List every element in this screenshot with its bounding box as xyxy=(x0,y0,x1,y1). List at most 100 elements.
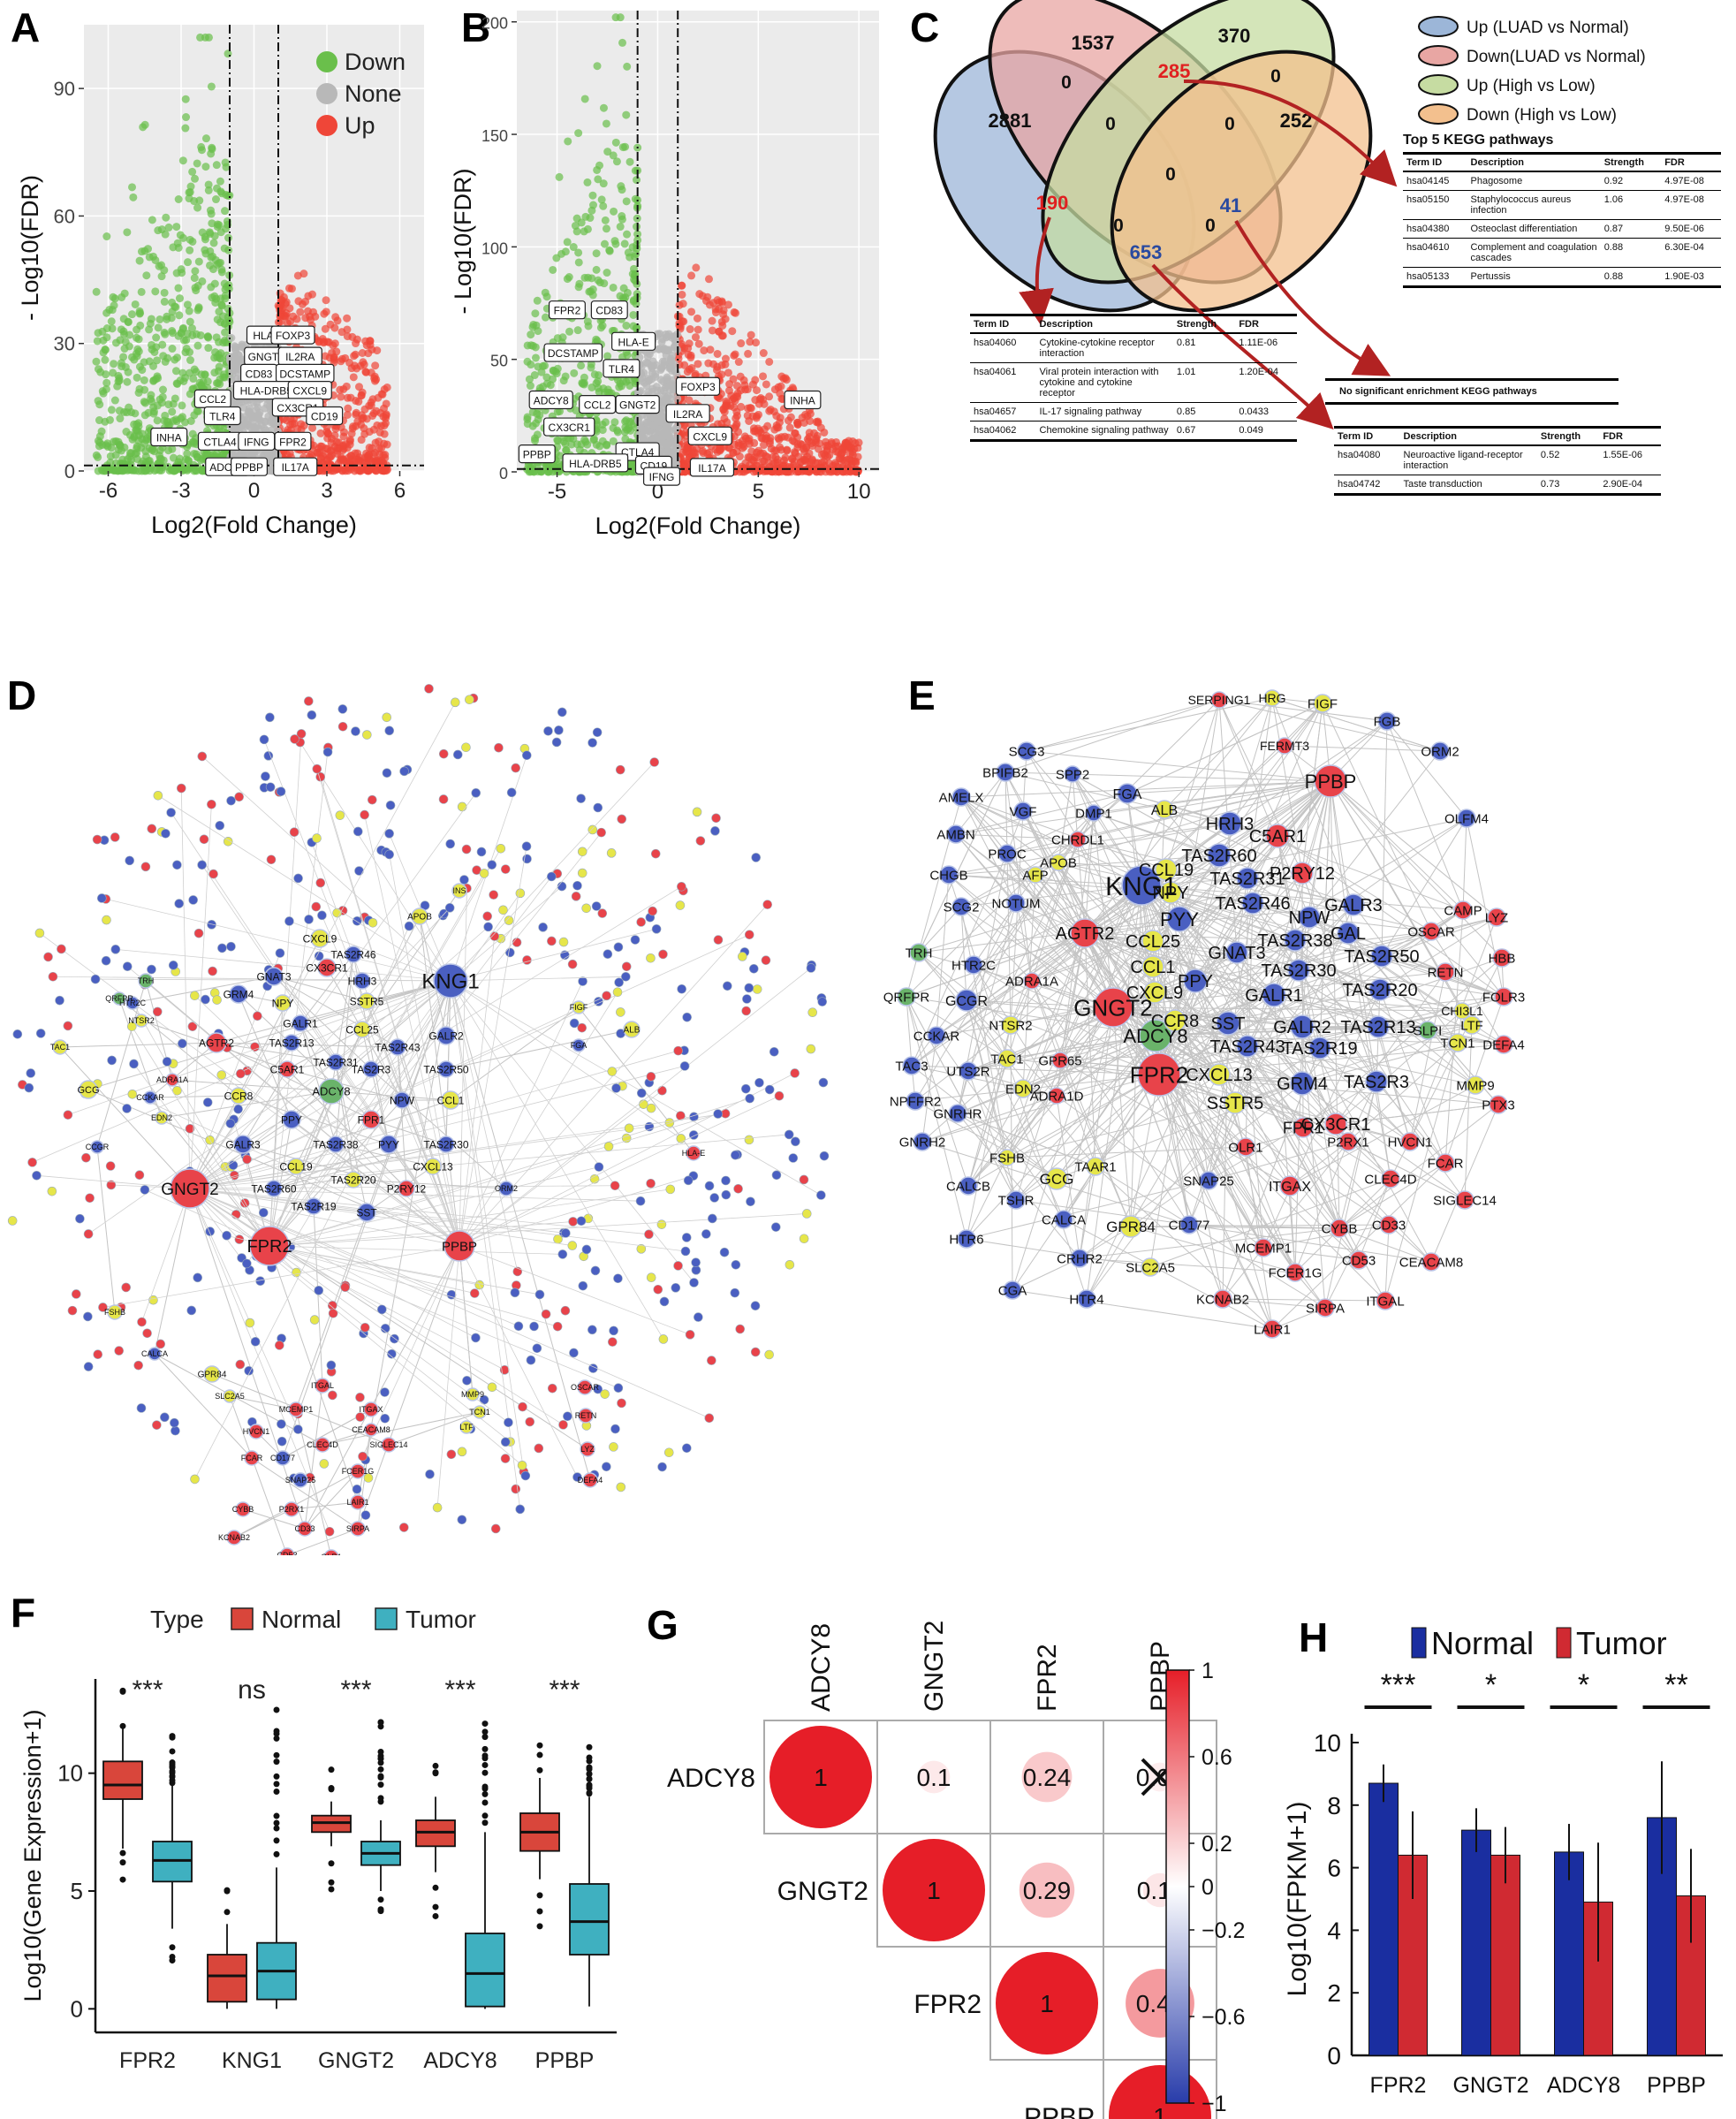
network-node-small xyxy=(110,832,120,842)
network-node-small xyxy=(178,1038,187,1049)
point-down xyxy=(136,321,145,330)
network-node-small xyxy=(504,1417,513,1428)
point-down xyxy=(120,345,129,353)
network-node-small xyxy=(140,1185,150,1195)
point-down xyxy=(116,414,125,423)
point-down xyxy=(123,228,132,237)
network-node-small xyxy=(242,1154,252,1165)
point-down xyxy=(153,372,162,381)
network-node-small xyxy=(762,900,773,909)
point-down xyxy=(107,406,116,414)
point-up xyxy=(292,315,301,323)
point-up xyxy=(371,361,380,370)
point-down xyxy=(204,186,213,194)
point-down xyxy=(163,312,171,321)
point-down xyxy=(160,288,169,297)
point-up xyxy=(374,456,383,465)
kegg-cell: hsa04742 xyxy=(1334,475,1400,496)
network-node-small xyxy=(538,923,548,932)
point-down xyxy=(189,375,198,384)
network-node-small xyxy=(664,1118,675,1128)
network-node-small xyxy=(55,995,64,1006)
x-tick-label: 0 xyxy=(248,479,260,503)
network-node-small xyxy=(43,952,53,962)
point-down xyxy=(191,174,200,183)
point-up xyxy=(276,317,284,326)
network-node-small xyxy=(438,794,449,804)
kegg-cell: 0.52 xyxy=(1536,445,1600,475)
network-node-small xyxy=(450,697,460,708)
network-node-small xyxy=(457,1515,467,1525)
network-node-small xyxy=(293,1424,303,1434)
network-node-small xyxy=(384,725,395,736)
network-node-small xyxy=(276,786,286,797)
network-node-label: GALR3 xyxy=(225,1138,261,1151)
network-node-small xyxy=(360,1510,371,1520)
network-node-small xyxy=(212,995,222,1005)
network-node-small xyxy=(208,966,217,976)
panel-label-b: B xyxy=(461,4,491,50)
gene-label-text: IL17A xyxy=(282,461,309,474)
network-edge xyxy=(459,968,812,1247)
venn-legend-marker xyxy=(1418,74,1459,95)
network-node-small xyxy=(731,1260,741,1270)
network-node-small xyxy=(563,1411,572,1422)
point-down xyxy=(137,287,146,296)
point-down xyxy=(131,300,140,308)
network-node-small xyxy=(27,1158,37,1167)
network-node-small xyxy=(532,1343,542,1354)
network-node-small xyxy=(110,945,121,954)
network-node-small xyxy=(133,1360,143,1371)
network-node-label: GALR1 xyxy=(283,1017,318,1029)
network-node-small xyxy=(193,928,204,938)
point-down xyxy=(216,177,224,186)
kegg-row: hsa04610 Complement and coagulation casca… xyxy=(1403,238,1721,268)
point-down xyxy=(102,378,111,387)
gene-label-text: GNGT2 xyxy=(248,351,285,363)
kegg-cell: hsa04145 xyxy=(1403,171,1467,191)
point-up xyxy=(327,446,336,455)
point-down xyxy=(217,268,226,277)
point-down xyxy=(110,360,118,368)
point-up xyxy=(330,339,339,348)
network-node-small xyxy=(153,790,163,801)
venn-legend-label: Down (High vs Low) xyxy=(1467,106,1617,125)
network-node-small xyxy=(236,1068,246,1079)
network-node-small xyxy=(504,947,515,958)
network-node-small xyxy=(380,1387,390,1397)
kegg-cell: 0.67 xyxy=(1172,421,1236,442)
network-node-small xyxy=(547,1383,557,1394)
network-node-small xyxy=(26,1068,36,1078)
network-node-small xyxy=(752,984,762,994)
point-down xyxy=(212,161,221,170)
kegg-right-table: Term ID Description Strength FDR hsa0408… xyxy=(1334,426,1661,496)
point-down xyxy=(162,213,171,222)
kegg-cell: Osteoclast differentiation xyxy=(1467,219,1601,239)
network-node-small xyxy=(616,1482,626,1492)
network-node-small xyxy=(461,844,472,854)
network-node-small xyxy=(155,1339,166,1349)
point-down xyxy=(192,330,201,338)
network-node-small xyxy=(446,1449,457,1460)
network-node-small xyxy=(774,1090,785,1101)
network-node-small xyxy=(290,734,299,744)
venn-count: 0 xyxy=(1270,66,1281,87)
network-node-small xyxy=(750,1347,761,1357)
kegg-cell: 0.049 xyxy=(1235,421,1297,442)
network-node-small xyxy=(597,908,608,918)
network-node-small xyxy=(265,712,275,723)
point-down xyxy=(157,466,166,475)
point-down xyxy=(119,353,128,361)
point-none xyxy=(231,342,239,351)
kegg-cell: hsa04062 xyxy=(970,421,1036,442)
gene-label-box xyxy=(306,406,344,426)
network-node-small xyxy=(277,1436,287,1447)
point-up xyxy=(279,414,288,423)
network-node-small xyxy=(500,1437,511,1447)
network-node-small xyxy=(432,1502,443,1513)
panel-label-h: H xyxy=(1299,1614,1329,1660)
network-node-small xyxy=(101,955,111,966)
network-node-small xyxy=(577,868,588,878)
gene-label-text: IFNG xyxy=(244,436,269,448)
network-node-small xyxy=(568,1217,578,1227)
